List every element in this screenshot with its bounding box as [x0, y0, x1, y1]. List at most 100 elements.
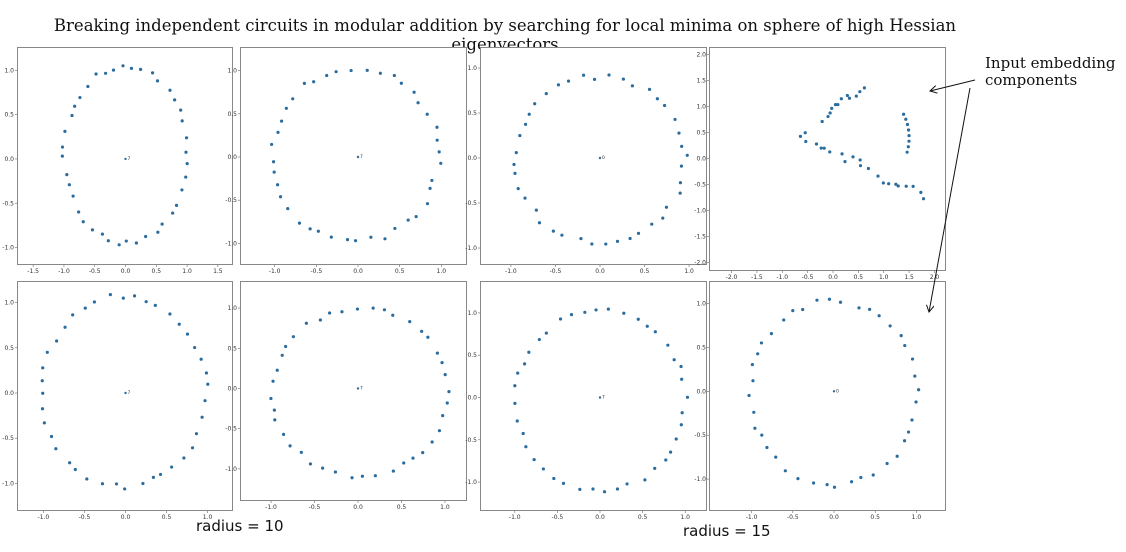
- data-point: [355, 307, 360, 311]
- data-point: [272, 170, 276, 174]
- data-point: [645, 324, 649, 328]
- data-point: [106, 239, 110, 243]
- data-point: [751, 379, 755, 383]
- data-point: [906, 430, 911, 434]
- data-point: [636, 317, 640, 321]
- x-tick-label: -1.5: [751, 274, 763, 281]
- data-point: [830, 106, 834, 110]
- data-point: [838, 300, 843, 304]
- data-point: [828, 111, 832, 115]
- data-point: [566, 79, 571, 83]
- data-point: [836, 102, 840, 107]
- x-tick-label: -0.5: [309, 504, 321, 511]
- data-point: [622, 311, 626, 315]
- panel-bottom-1: [17, 281, 233, 511]
- data-point: [840, 152, 844, 156]
- data-point: [866, 166, 871, 171]
- data-point: [921, 197, 926, 201]
- panel-top-2: [240, 47, 467, 265]
- data-point: [206, 382, 210, 386]
- x-tick-label: 0.5: [638, 514, 648, 521]
- data-point: [522, 362, 527, 366]
- x-tick-label: 0.0: [121, 514, 131, 521]
- panel-top-4: [709, 47, 946, 271]
- y-tick-label: -1.0: [465, 479, 477, 486]
- data-point: [607, 73, 611, 77]
- y-tick-label: 0.5: [227, 345, 237, 352]
- x-tick-label: 0.0: [353, 268, 363, 275]
- data-point: [679, 164, 684, 168]
- center-point: [356, 387, 360, 390]
- data-point: [814, 142, 819, 146]
- data-point: [273, 418, 277, 422]
- data-point: [55, 339, 59, 343]
- data-point: [170, 465, 174, 469]
- y-tick-label: -0.5: [465, 200, 477, 207]
- data-point: [288, 444, 292, 448]
- data-point: [903, 343, 907, 348]
- center-point-label: 7: [602, 395, 605, 401]
- y-tick-label: 0.0: [696, 388, 706, 395]
- data-point: [857, 306, 861, 310]
- data-point: [653, 330, 657, 334]
- data-point: [180, 188, 184, 192]
- x-tick-label: -0.5: [787, 514, 799, 521]
- panel-bottom-3: [480, 281, 707, 511]
- data-point: [914, 400, 918, 404]
- data-point: [90, 228, 95, 232]
- center-point-label: 0: [602, 155, 605, 161]
- data-point: [420, 329, 424, 333]
- data-point: [393, 226, 397, 231]
- data-point: [512, 162, 516, 167]
- data-point: [447, 390, 451, 394]
- data-point: [271, 160, 276, 164]
- y-tick-label: 0.0: [4, 390, 14, 397]
- x-tick-label: -1.0: [58, 268, 70, 275]
- data-point: [63, 129, 67, 133]
- data-point: [134, 241, 138, 245]
- data-point: [811, 481, 816, 485]
- radius-label-15: radius = 15: [683, 522, 771, 540]
- data-point: [180, 119, 184, 123]
- data-point: [859, 475, 863, 480]
- annotation-line-1: Input embedding: [985, 54, 1116, 72]
- y-tick-label: 1.0: [696, 301, 706, 308]
- data-point: [171, 211, 175, 215]
- data-point: [832, 485, 837, 489]
- data-point: [304, 321, 308, 325]
- data-point: [783, 469, 787, 473]
- data-point: [86, 84, 90, 89]
- y-tick-label: -1.0: [2, 480, 14, 487]
- data-point: [804, 139, 808, 144]
- data-point: [204, 371, 209, 375]
- data-point: [132, 294, 137, 298]
- data-point: [815, 298, 819, 302]
- data-point: [114, 482, 119, 486]
- data-point: [871, 473, 875, 477]
- data-point: [60, 145, 65, 149]
- data-point: [796, 477, 800, 481]
- data-point: [604, 242, 608, 246]
- data-point: [185, 332, 190, 336]
- x-tick-label: -2.0: [726, 274, 738, 281]
- data-point: [402, 461, 406, 465]
- data-point: [328, 311, 332, 315]
- data-point: [184, 136, 189, 140]
- data-point: [583, 310, 587, 314]
- data-point: [441, 413, 445, 418]
- data-point: [827, 297, 832, 301]
- data-point: [445, 401, 449, 405]
- x-tick-label: 1.0: [440, 504, 450, 511]
- data-point: [174, 203, 179, 208]
- data-point: [291, 97, 295, 101]
- data-point: [847, 96, 852, 100]
- x-tick-label: 1.0: [203, 514, 213, 521]
- x-tick-label: 0.0: [829, 514, 839, 521]
- data-point: [537, 221, 542, 225]
- x-tick-label: 0.5: [162, 514, 172, 521]
- data-point: [615, 487, 620, 491]
- y-tick-label: 1.5: [696, 78, 706, 85]
- data-point: [40, 407, 45, 411]
- data-point: [803, 131, 807, 135]
- scatter-plot-top-4: -2.0 -1.5 -1.0 -0.5 0.0 0.5 1.0 1.5 2.0 -2.0 -1.5 -…: [694, 52, 939, 281]
